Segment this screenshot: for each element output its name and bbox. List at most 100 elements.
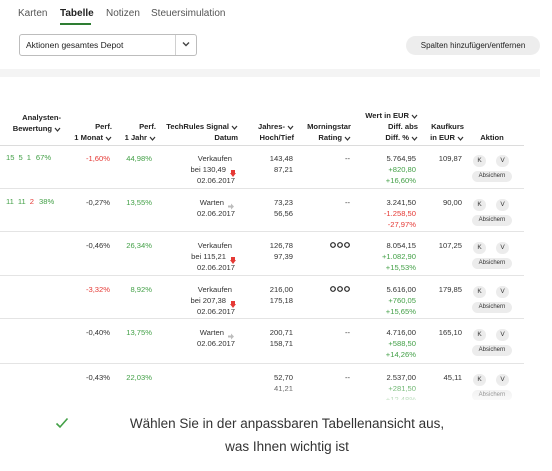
morningstar-rating xyxy=(330,286,350,292)
row-divider xyxy=(0,275,524,276)
header-hochtief-line2: Hoch/Tief xyxy=(259,133,294,142)
morningstar-circle-icon xyxy=(337,242,343,248)
table-top-band xyxy=(0,69,540,77)
header-morningstar-line2: Rating xyxy=(318,133,342,142)
signal-date: 02.06.2017 xyxy=(196,307,235,316)
signal-price: bei 130,49 xyxy=(190,165,226,174)
buy-button[interactable]: K xyxy=(473,329,486,341)
depot-select-value: Aktionen gesamtes Depot xyxy=(26,40,124,50)
header-bewertung-line2: Bewertung xyxy=(12,124,52,133)
kaufkurs: 45,11 xyxy=(443,373,462,382)
header-hochtief-line1: Jahres- xyxy=(257,122,285,131)
chevron-down-icon xyxy=(457,136,464,141)
morningstar-value: -- xyxy=(344,328,350,337)
jahres-hoch: 126,78 xyxy=(269,241,293,250)
absichern-button[interactable]: Absichern xyxy=(472,215,512,226)
absichern-button[interactable]: Absichern xyxy=(472,171,512,182)
absichern-button[interactable]: Absichern xyxy=(472,302,512,313)
row-divider xyxy=(0,363,524,364)
morningstar-circle-icon xyxy=(330,286,336,292)
sell-button[interactable]: V xyxy=(496,286,509,298)
chevron-down-icon xyxy=(105,136,112,141)
kaufkurs: 109,87 xyxy=(438,154,462,163)
signal-price: bei 207,38 xyxy=(190,296,226,305)
morningstar-circle-icon xyxy=(344,242,350,248)
buy-button[interactable]: K xyxy=(473,155,486,167)
row-divider xyxy=(0,231,524,232)
perf-jahr: 8,92% xyxy=(130,285,152,294)
diff-abs: +760,05 xyxy=(388,296,416,305)
row-divider xyxy=(0,318,524,319)
sell-button[interactable]: V xyxy=(496,155,509,167)
header-bewertung[interactable]: Analysten- Bewertung xyxy=(5,112,61,134)
tab-karten[interactable]: Karten xyxy=(18,8,48,19)
perf-jahr: 44,98% xyxy=(126,154,152,163)
caption-line1: Wählen Sie in der anpassbaren Tabellenan… xyxy=(129,416,445,431)
tab-tabelle[interactable]: Tabelle xyxy=(60,8,94,19)
sell-button[interactable]: V xyxy=(496,329,509,341)
chevron-down-icon xyxy=(231,125,238,130)
chevron-down-icon xyxy=(149,136,156,141)
morningstar-circle-icon xyxy=(337,286,343,292)
analyst-rating: 15 5 1 67% xyxy=(6,153,51,162)
diff-pct: +14,26% xyxy=(385,350,416,359)
perf-jahr: 22,03% xyxy=(126,373,152,382)
view-tabs: Karten Tabelle Notizen Steuersimulation xyxy=(0,0,552,28)
rating-pct: 67% xyxy=(35,153,52,162)
morningstar-value: -- xyxy=(344,373,350,382)
columns-button[interactable]: Spalten hinzufügen/entfernen xyxy=(406,36,540,55)
chevron-down-icon xyxy=(287,125,294,130)
wert-eur: 4.716,00 xyxy=(386,328,416,337)
absichern-button[interactable]: Absichern xyxy=(472,345,512,356)
rating-a: 11 xyxy=(6,197,14,206)
header-signal[interactable]: TechRules Signal Datum xyxy=(160,121,238,143)
morningstar-rating xyxy=(330,242,350,248)
jahres-hoch: 216,00 xyxy=(269,285,293,294)
depot-select[interactable]: Aktionen gesamtes Depot xyxy=(19,34,197,56)
header-perf-monat-line1: Perf. xyxy=(95,122,112,131)
jahres-hoch: 52,70 xyxy=(273,373,293,382)
jahres-hoch: 73,23 xyxy=(273,198,293,207)
wert-eur: 5.764,95 xyxy=(386,154,416,163)
header-signal-line1: TechRules Signal xyxy=(166,122,229,131)
select-divider xyxy=(175,35,176,55)
jahres-hoch: 200,71 xyxy=(269,328,293,337)
kaufkurs: 90,00 xyxy=(442,198,462,207)
buy-button[interactable]: K xyxy=(473,199,486,211)
diff-pct: +15,53% xyxy=(385,263,416,272)
kaufkurs: 179,85 xyxy=(438,285,462,294)
chevron-down-icon xyxy=(54,127,61,132)
arrow-down-icon xyxy=(228,252,236,270)
header-wert-line3: Diff. % xyxy=(385,133,409,142)
perf-jahr: 13,55% xyxy=(126,198,152,207)
perf-monat: -0,40% xyxy=(85,328,110,337)
header-wert[interactable]: Wert in EUR Diff. abs Diff. % xyxy=(356,110,418,143)
header-perf-jahr[interactable]: Perf. 1 Jahr xyxy=(114,121,156,143)
chevron-down-icon xyxy=(344,136,351,141)
header-wert-line1: Wert in EUR xyxy=(365,111,409,120)
tab-notizen[interactable]: Notizen xyxy=(106,8,140,19)
header-perf-monat[interactable]: Perf. 1 Monat xyxy=(66,121,112,143)
absichern-button[interactable]: Absichern xyxy=(472,258,512,269)
perf-monat: -0,27% xyxy=(85,198,110,207)
diff-pct: -27,97% xyxy=(387,220,416,229)
header-hochtief[interactable]: Jahres- Hoch/Tief xyxy=(246,121,294,143)
check-icon xyxy=(55,417,69,429)
active-tab-indicator xyxy=(60,23,91,25)
header-morningstar[interactable]: Morningstar Rating xyxy=(300,121,351,143)
arrow-right-icon xyxy=(226,328,234,346)
buy-button[interactable]: K xyxy=(473,286,486,298)
tab-steuersimulation[interactable]: Steuersimulation xyxy=(151,8,226,19)
header-kaufkurs[interactable]: Kaufkurs in EUR xyxy=(422,121,464,143)
kaufkurs: 165,10 xyxy=(438,328,462,337)
jahres-hoch: 143,48 xyxy=(269,154,293,163)
chevron-down-icon xyxy=(411,136,418,141)
header-kaufkurs-line1: Kaufkurs xyxy=(431,122,464,131)
arrow-right-icon xyxy=(226,198,234,216)
sell-button[interactable]: V xyxy=(496,242,509,254)
sell-button[interactable]: V xyxy=(496,199,509,211)
signal-date: 02.06.2017 xyxy=(196,339,235,348)
buy-button[interactable]: K xyxy=(473,242,486,254)
morningstar-circle-icon xyxy=(330,242,336,248)
header-morningstar-line1: Morningstar xyxy=(307,122,351,131)
